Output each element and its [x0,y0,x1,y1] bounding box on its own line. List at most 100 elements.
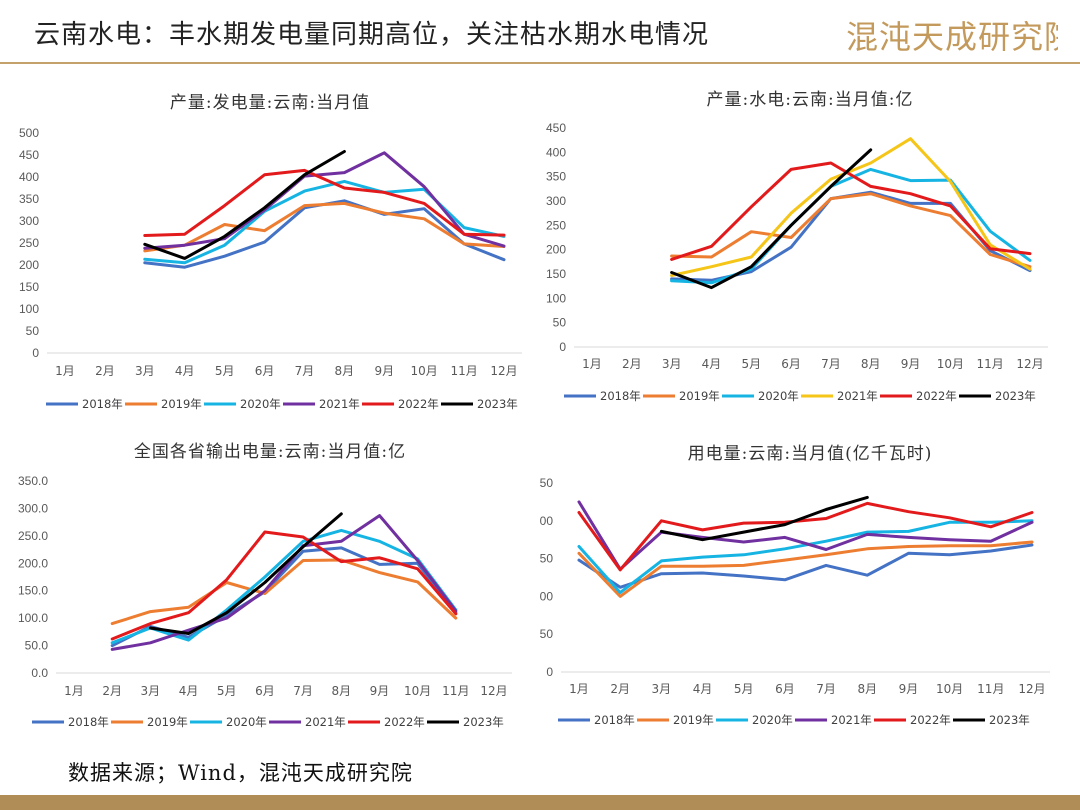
x-tick-label: 8月 [861,357,881,371]
x-tick-label: 5月 [734,682,754,696]
chart-plot: 0.0 50.0 100.0 150.0 200.0 250.0 300.0 350.0 1月 2… [18,474,512,729]
y-tick-label: 250 [546,218,566,232]
legend-label: 2019年 [147,715,188,729]
x-tick-label: 2月 [610,682,630,696]
x-tick-label: 10月 [404,684,431,698]
legend-label: 2022年 [916,389,957,403]
x-tick-label: 3月 [135,364,155,378]
y-tick-label: 50 [553,316,567,330]
series-line-2023年 [659,495,869,542]
series-line-2023年 [148,512,343,635]
y-tick-label: 450 [546,121,566,135]
y-tick-label: 100 [19,302,39,316]
x-tick-label: 9月 [899,682,919,696]
x-tick-label: 2月 [95,364,115,378]
x-tick-label: 7月 [293,684,313,698]
legend-label: 2019年 [161,397,202,411]
series-line-2020年 [110,528,458,645]
series-line-2019年 [577,540,1034,598]
y-tick-label: 200 [546,243,566,257]
x-tick-label: 9月 [374,364,394,378]
y-tick-label: 100.0 [18,611,48,625]
x-tick-label: 12月 [1016,357,1043,371]
legend-label: 2020年 [226,715,267,729]
y-tick-label: 0 [546,665,553,679]
x-tick-label: 1月 [569,682,589,696]
x-tick-label: 11月 [977,682,1004,696]
series-line-2023年 [143,150,346,260]
y-tick-label: 450 [19,148,39,162]
x-tick-label: 6月 [255,684,275,698]
legend-label: 2022年 [910,713,951,727]
series-line-2021年 [143,151,506,250]
series-line-2021年 [110,514,458,651]
y-tick-label: 350 [19,192,39,206]
series-line-2019年 [110,558,458,626]
chart-title: 产量:发电量:云南:当月值 [169,93,371,113]
y-tick-label: 350.0 [18,474,48,488]
x-tick-label: 9月 [901,357,921,371]
legend-label: 2021年 [831,713,872,727]
x-tick-label: 9月 [370,684,390,698]
y-tick-label: 200 [540,514,553,528]
series-line-2018年 [670,190,1032,282]
legend-label: 2020年 [240,397,281,411]
x-tick-label: 8月 [335,364,355,378]
y-tick-label: 150 [540,552,553,566]
legend-label: 2021年 [305,715,346,729]
series-line-2022年 [577,501,1034,572]
legend-label: 2019年 [679,389,720,403]
legend-label: 2021年 [837,389,878,403]
y-tick-label: 300 [19,214,39,228]
x-tick-label: 1月 [55,364,75,378]
legend-label: 2020年 [752,713,793,727]
x-tick-label: 10月 [411,364,438,378]
x-tick-label: 6月 [775,682,795,696]
x-tick-label: 10月 [936,682,963,696]
legend-label: 2023年 [477,397,518,411]
chart-title: 产量:水电:云南:当月值:亿 [706,90,914,110]
x-tick-label: 1月 [582,357,602,371]
legend-label: 2020年 [758,389,799,403]
chart-plot: 0 50 100 150 200 250 300 350 400 450 500 1月 2月 3月 4月 5月… [19,126,522,411]
legend-label: 2022年 [398,397,439,411]
chart-title: 用电量:云南:当月值(亿千瓦时) [687,444,933,464]
x-tick-label: 4月 [175,364,195,378]
y-tick-label: 0.0 [31,666,48,680]
y-tick-label: 300.0 [18,501,48,515]
logo: 混沌天成研究院 [846,18,1058,56]
page-title: 云南水电：丰水期发电量同期高位，关注枯水期水电情况 [34,20,710,50]
y-tick-label: 150 [19,280,39,294]
y-tick-label: 350 [546,170,566,184]
series-line-2021年 [670,137,1032,277]
x-tick-label: 4月 [702,357,722,371]
logo-text: 混沌天成研究院 [846,18,1058,56]
x-tick-label: 3月 [141,684,161,698]
x-tick-label: 11月 [450,364,477,378]
series-line-2022年 [670,161,1032,261]
y-tick-label: 400 [19,170,39,184]
series-line-2023年 [670,148,873,290]
series-line-2022年 [110,530,458,641]
x-tick-label: 7月 [821,357,841,371]
y-tick-label: 250.0 [18,529,48,543]
x-tick-label: 2月 [622,357,642,371]
x-tick-label: 3月 [662,357,682,371]
x-tick-label: 5月 [217,684,237,698]
legend-label: 2023年 [463,715,504,729]
y-tick-label: 150 [546,267,566,281]
legend-label: 2023年 [989,713,1030,727]
chart-generation: 产量:发电量:云南:当月值 0 50 100 150 200 250 300 350 400 45… [0,70,540,425]
x-tick-label: 8月 [331,684,351,698]
legend-label: 2021年 [319,397,360,411]
chart-plot: 0 50 100 150 200 250 1月 2月 3月 4月 5月 6月 7月 8月 9月 10月 11月 1… [540,476,1050,727]
y-tick-label: 250 [540,476,553,490]
x-tick-label: 7月 [816,682,836,696]
y-tick-label: 250 [19,236,39,250]
x-tick-label: 5月 [741,357,761,371]
x-tick-label: 4月 [179,684,199,698]
footer-bar [0,795,1080,810]
y-tick-label: 500 [19,126,39,140]
series-line-2019年 [670,192,1032,269]
series-line-2018年 [577,543,1034,589]
